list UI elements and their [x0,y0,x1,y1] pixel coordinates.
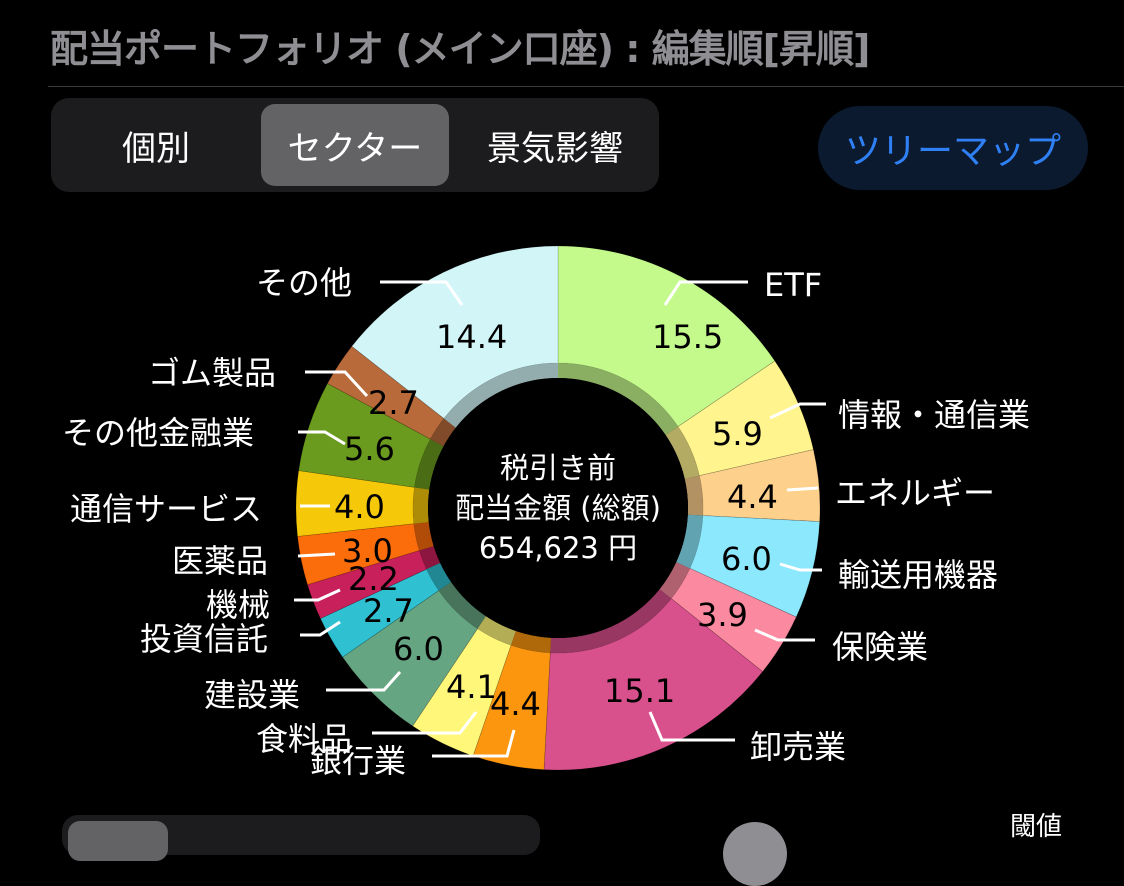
donut-inner-band-slice [438,581,486,629]
donut-inner-band-slice [659,562,690,599]
leader-line [380,280,464,306]
donut-inner-band-slice [510,630,552,653]
slice-value: 3.9 [697,596,748,634]
slice-value: 4.4 [490,685,541,723]
center-line-1: 税引き前 [499,451,616,485]
leader-line [779,562,822,572]
slice-label: 通信サービス [70,490,263,528]
slice-label: エネルギー [835,474,996,512]
threshold-label: 閾値 [1010,812,1063,842]
leader-line [372,711,478,735]
slice-value: 4.0 [334,488,385,526]
donut-inner-band-slice [413,522,434,551]
donut-slices [295,245,821,771]
slice-label: 卸売業 [750,728,847,766]
slice-label: ゴム製品 [148,354,277,392]
treemap-button[interactable]: ツリーマップ [818,106,1088,190]
threshold-slider-knob[interactable] [723,822,787,886]
slice-value: 2.2 [348,560,399,598]
slice-label: 情報・通信業 [838,396,1031,434]
slice-value: 4.4 [727,478,778,516]
slice-label: 銀行業 [310,742,407,780]
donut-inner-band-slice [414,439,444,490]
donut-inner-band-slice [665,426,700,480]
slice-label: ETF [764,266,823,304]
donut-hole [428,378,688,638]
donut-inner-band-slice [426,562,452,591]
leader-line [305,370,369,398]
slice-label: 医薬品 [172,542,269,580]
leader-line [663,280,748,306]
leader-line [300,620,341,637]
leader-line [432,729,516,758]
slice-value: 5.9 [712,415,763,453]
tab-sector[interactable]: セクター [261,104,449,186]
slice-label: 投資信託 [140,620,269,658]
leader-line [786,486,819,492]
leader-line [298,430,346,446]
slice-value: 14.4 [436,318,508,356]
leader-line [294,588,341,602]
slice-value: 3.0 [342,532,393,570]
leader-line [326,671,402,692]
donut-center-text: 税引き前 配当金額 (総額) 654,623 円 [438,448,678,568]
donut-inner-band-slice [430,418,456,447]
slice-value: 5.6 [344,430,395,468]
donut-inner-band-slice [684,475,704,516]
slice-label: 建設業 [204,676,301,714]
slice-label: 機械 [206,586,271,624]
bottom-segmented-control[interactable] [62,815,540,861]
donut-inner-band-slice [443,363,558,428]
leader-line [754,628,815,642]
donut-chart[interactable] [0,0,1124,835]
tab-individual[interactable]: 個別 [122,128,190,169]
slice-label: 保険業 [832,628,929,666]
bottom-seg-active-item[interactable] [68,821,168,861]
slice-value: 2.7 [363,592,414,630]
donut-inner-band-slice [477,616,516,646]
slice-label: 輸送用機器 [838,556,999,594]
slice-value: 15.5 [652,318,724,356]
slice-label: その他金融業 [62,414,255,452]
leader-line [769,402,826,420]
center-line-2: 配当金額 (総額) [455,491,661,525]
donut-inner-band-slice [412,487,430,524]
slice-value: 6.0 [393,630,444,668]
tab-economic-impact[interactable]: 景気影響 [487,128,623,169]
leader-line [648,711,735,742]
leader-lines [294,280,826,758]
slice-label: 食料品 [256,720,353,758]
donut-inner-band [412,363,704,653]
slice-value: 4.1 [446,668,497,706]
view-segmented-control: 個別 セクター 景気影響 [51,98,659,192]
slice-value: 2.7 [368,384,419,422]
slice-value: 6.0 [721,540,772,578]
page-title: 配当ポートフォリオ (メイン口座) : 編集順[昇順] [50,27,870,71]
header-divider [48,86,1124,87]
donut-inner-band-slice [550,589,672,653]
donut-inner-band-slice [676,514,703,569]
slice-label: その他 [256,264,353,302]
center-total: 654,623 円 [478,531,638,565]
donut-inner-band-slice [558,363,679,436]
slice-value: 15.1 [604,672,676,710]
donut-inner-band-slice [419,546,441,570]
leader-line [297,552,336,558]
